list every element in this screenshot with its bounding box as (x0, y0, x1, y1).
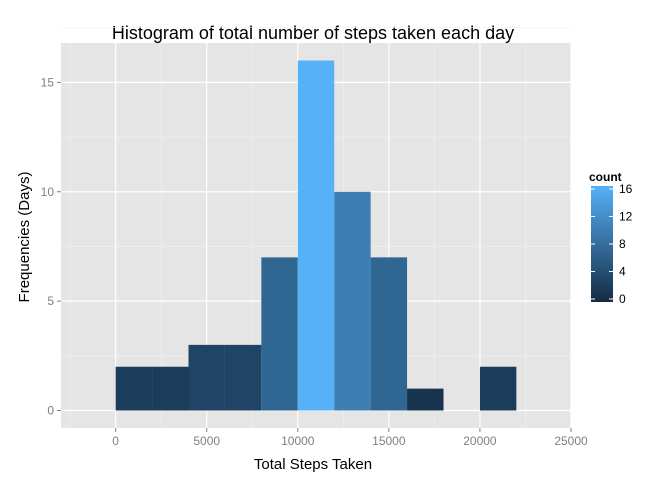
x-tick-label: 10000 (281, 434, 315, 448)
y-tick-label: 10 (41, 185, 55, 199)
histogram-bar (224, 344, 262, 411)
legend-break-label: 12 (619, 210, 633, 224)
legend-colorbar (591, 186, 613, 302)
y-tick-label: 0 (47, 404, 54, 418)
legend-break-label: 0 (619, 292, 626, 306)
legend-title: count (589, 170, 622, 184)
legend-break-label: 8 (619, 237, 626, 251)
x-axis-label: Total Steps Taken (254, 456, 372, 473)
chart-title: Histogram of total number of steps taken… (112, 23, 514, 43)
x-tick-label: 0 (112, 434, 119, 448)
plot-panel (61, 27, 572, 428)
x-tick-label: 5000 (193, 434, 220, 448)
histogram-bar (407, 388, 444, 411)
legend-break-label: 4 (619, 265, 626, 279)
y-tick-label: 15 (41, 75, 55, 89)
histogram-bar (115, 366, 153, 411)
histogram-bar (334, 191, 371, 411)
y-tick-label: 5 (47, 294, 54, 308)
x-tick-label: 25000 (554, 434, 588, 448)
histogram-bar (152, 366, 189, 411)
legend-break-label: 16 (619, 182, 633, 196)
x-tick-label: 20000 (463, 434, 497, 448)
histogram-bar (261, 257, 298, 411)
histogram-bar (479, 366, 517, 411)
x-tick-label: 15000 (372, 434, 406, 448)
histogram-bar (297, 60, 335, 411)
count-legend: count 0 4 8 12 16 (589, 170, 633, 306)
histogram-bar (370, 257, 408, 411)
histogram-bar (188, 344, 225, 411)
y-axis-label: Frequencies (Days) (16, 172, 33, 303)
